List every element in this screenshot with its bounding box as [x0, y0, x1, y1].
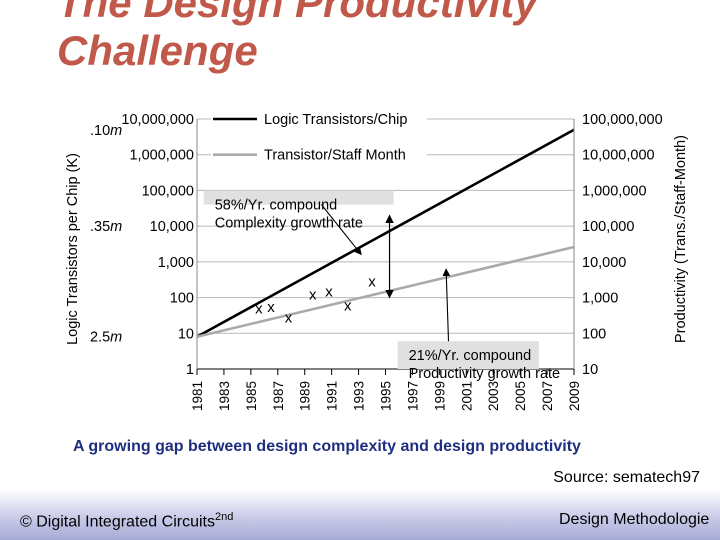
y-tick-label: 100	[170, 291, 194, 307]
x-tick-label: 1987	[271, 381, 286, 411]
feature-size-label: 2.5m	[90, 330, 122, 346]
y-tick-label: 100,000	[142, 183, 194, 199]
feature-size-label: .10m	[90, 123, 122, 139]
data-marker: x	[309, 287, 317, 304]
x-tick-label: 1989	[298, 381, 313, 411]
x-tick-label: 1999	[432, 381, 447, 411]
y-tick-label: 10,000	[150, 219, 194, 235]
annotation-layer: 58%/Yr. compound Complexity growth rate 21…	[203, 190, 561, 382]
footer-chapter-title: Design Methodologie	[559, 511, 710, 528]
feature-size-unit: m	[110, 330, 122, 346]
x-tick-label: 1995	[379, 381, 394, 411]
y2-tick-label: 100,000	[582, 219, 634, 235]
annotation-line-2: Complexity growth rate	[215, 215, 363, 231]
y2-tick-label: 100,000,000	[582, 112, 663, 128]
data-marker: x	[325, 283, 333, 300]
annotation-line-1: 21%/Yr. compound	[409, 348, 532, 364]
y-tick-label: 10	[178, 326, 194, 342]
footer-course-title-text: © Digital Integrated Circuits	[20, 513, 215, 531]
x-tick-label: 2007	[540, 381, 555, 411]
source-note: Source: sematech97	[553, 469, 700, 486]
y2-tick-label: 10,000	[582, 255, 626, 271]
annotation-line-1: 58%/Yr. compound	[215, 197, 338, 213]
data-marker: x	[255, 300, 263, 317]
slide-title-line-2: Challenge	[57, 27, 258, 74]
feature-size-unit: m	[110, 219, 122, 235]
feature-size-label: .35m	[90, 219, 122, 235]
x-tick-label: 1981	[190, 381, 205, 411]
y2-axis-title: Productivity (Trans./Staff-Month)	[673, 135, 689, 343]
annotation-line-2: Productivity growth rate	[409, 366, 561, 382]
footer-bar: © Digital Integrated Circuits2nd Design …	[0, 490, 720, 540]
x-tick-label: 2005	[513, 381, 528, 411]
y-axis-title: Logic Transistors per Chip (K)	[65, 153, 81, 345]
legend: Logic Transistors/Chip Transistor/Staff M…	[211, 111, 427, 164]
x-tick-label: 1991	[325, 381, 340, 411]
annotation-box	[203, 190, 394, 205]
axis-layer: 1 10 10 100 100 1,000 1,000 10,000 10,000 100,000…	[65, 112, 689, 411]
slide-title-line-1: The Design Productivity	[57, 0, 538, 26]
legend-label: Transistor/Staff Month	[264, 148, 406, 164]
data-marker: x	[368, 274, 376, 291]
y2-tick-label: 1,000	[582, 291, 618, 307]
feature-size-unit: m	[110, 123, 122, 139]
legend-backdrop	[211, 111, 427, 127]
y2-tick-label: 1,000,000	[582, 183, 647, 199]
x-tick-label: 2003	[486, 381, 501, 411]
x-tick-label: 1983	[217, 381, 232, 411]
series-line	[196, 245, 575, 339]
legend-label: Logic Transistors/Chip	[264, 112, 407, 128]
annotation-arrow	[442, 268, 451, 342]
annotation-box	[397, 341, 539, 369]
y-tick-label: 1,000	[158, 255, 194, 271]
data-marker: x	[344, 297, 352, 314]
footer-edition-sup: 2nd	[214, 511, 234, 523]
chart-caption: A growing gap between design complexity …	[73, 438, 581, 455]
data-marker: x	[267, 299, 275, 316]
y2-tick-label: 10,000,000	[582, 148, 655, 164]
footer-course-title: © Digital Integrated Circuits2nd	[20, 511, 233, 531]
y2-tick-label: 10	[582, 362, 598, 378]
x-tick-label: 1997	[405, 381, 420, 411]
y2-tick-label: 100	[582, 326, 606, 342]
y-tick-label: 1,000,000	[129, 148, 194, 164]
legend-backdrop	[211, 146, 427, 163]
x-tick-label: 2001	[459, 381, 474, 411]
data-marker: x	[285, 309, 293, 326]
x-tick-label: 1985	[244, 381, 259, 411]
x-tick-label: 2009	[567, 381, 582, 411]
annotation-arrow	[321, 204, 362, 256]
y-tick-label: 10,000,000	[121, 112, 194, 128]
x-tick-label: 1993	[352, 381, 367, 411]
y-tick-label: 1	[186, 362, 194, 378]
